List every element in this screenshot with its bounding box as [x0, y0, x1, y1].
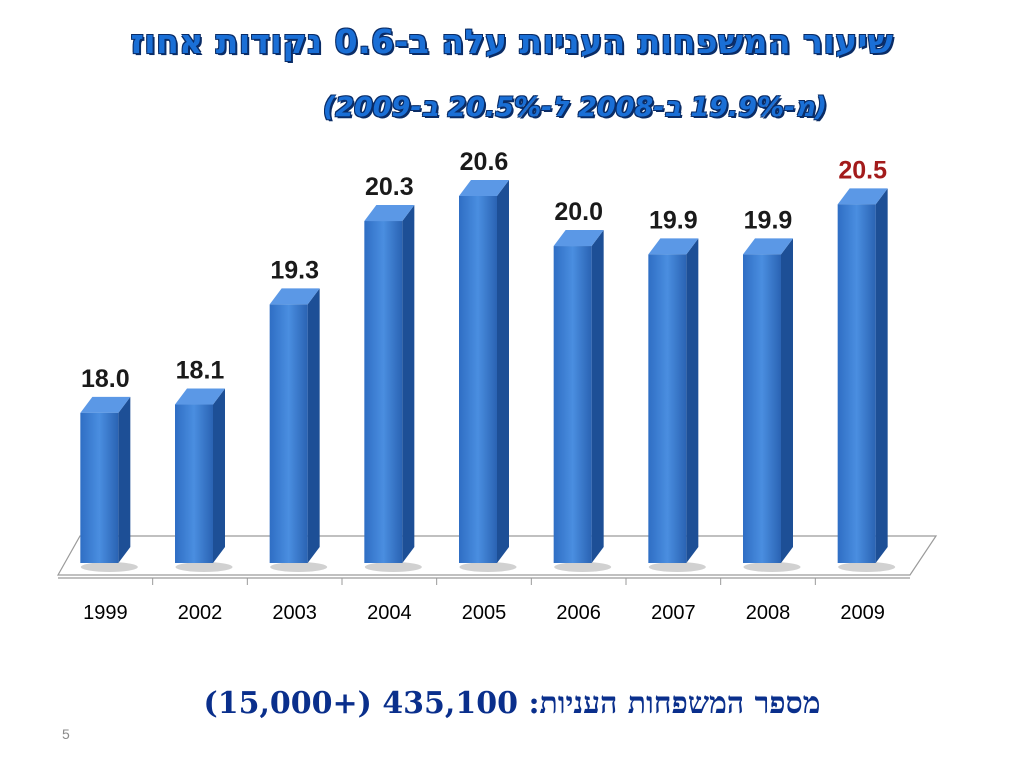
bar-top: [459, 180, 509, 196]
x-tick-label: 2009: [840, 602, 885, 624]
bar-top: [743, 238, 793, 255]
bar: [175, 404, 213, 563]
bar-side: [213, 388, 225, 563]
data-label: 20.5: [838, 156, 887, 184]
x-tick-label: 2005: [462, 602, 507, 624]
bar-top: [837, 188, 888, 205]
bar-shadow: [364, 562, 422, 572]
x-tick-label: 2002: [178, 602, 223, 624]
data-label: 19.9: [649, 206, 698, 234]
x-tick-label: 2008: [746, 602, 791, 624]
x-tick-label: 1999: [83, 602, 128, 624]
x-tick-label: 2004: [367, 602, 412, 624]
bar-shadow: [838, 562, 896, 572]
slide-title: שיעור המשפחות העניות עלה ב-0.6 נקודות אח…: [130, 22, 894, 61]
bar-top: [80, 396, 131, 413]
x-tick-label: 2006: [556, 602, 601, 624]
bar: [648, 254, 687, 564]
bar: [837, 204, 876, 563]
bar-shadow: [175, 562, 233, 572]
x-axis-ticks: 1999 2002 2003 2004 2005 2006 2007 2008 2009: [83, 578, 885, 624]
bar: [364, 221, 403, 564]
poor-families-count: מספר המשפחות העניות: 435,100 (+15,000): [203, 686, 821, 721]
data-label: 19.9: [744, 206, 793, 234]
bar-top: [175, 388, 225, 405]
bar-side: [875, 188, 888, 563]
bar-top: [648, 238, 699, 255]
bar-shadow: [270, 562, 328, 572]
data-label: 20.3: [365, 173, 414, 201]
data-label: 19.3: [270, 256, 319, 284]
data-label: 18.1: [176, 357, 225, 385]
x-tick-label: 2003: [272, 602, 317, 624]
bar-side: [686, 238, 699, 564]
bar-side: [781, 238, 793, 564]
data-label: 18.0: [81, 365, 130, 393]
bar-side: [118, 396, 131, 563]
bar: [80, 412, 119, 563]
bar-shadow: [554, 562, 612, 572]
bar: [743, 254, 781, 564]
bar-side: [591, 230, 604, 563]
slide-subtitle: (מ-19.9% ב-2008 ל-20.5% ב-2009): [322, 92, 828, 123]
bar: [269, 304, 308, 563]
bar-top: [364, 205, 415, 222]
bar-shadow: [80, 562, 138, 572]
bar: [459, 196, 497, 563]
bar-top: [553, 230, 604, 247]
data-label: 20.6: [460, 148, 509, 176]
page-number: 5: [62, 726, 70, 742]
bar-side: [402, 205, 415, 564]
x-tick-label: 2007: [651, 602, 696, 624]
bar-shadow: [743, 562, 801, 572]
bar-top: [269, 288, 320, 305]
bars-group: [80, 180, 896, 572]
bar-side: [307, 288, 320, 563]
bar: [553, 246, 592, 563]
data-label: 20.0: [554, 198, 603, 226]
bar-shadow: [648, 562, 706, 572]
bar-side: [497, 180, 509, 563]
bar-shadow: [459, 562, 517, 572]
data-labels-group: 18.0 18.1 19.3 20.3 20.6 20.0 19.9 19.9 20.5: [81, 148, 887, 393]
